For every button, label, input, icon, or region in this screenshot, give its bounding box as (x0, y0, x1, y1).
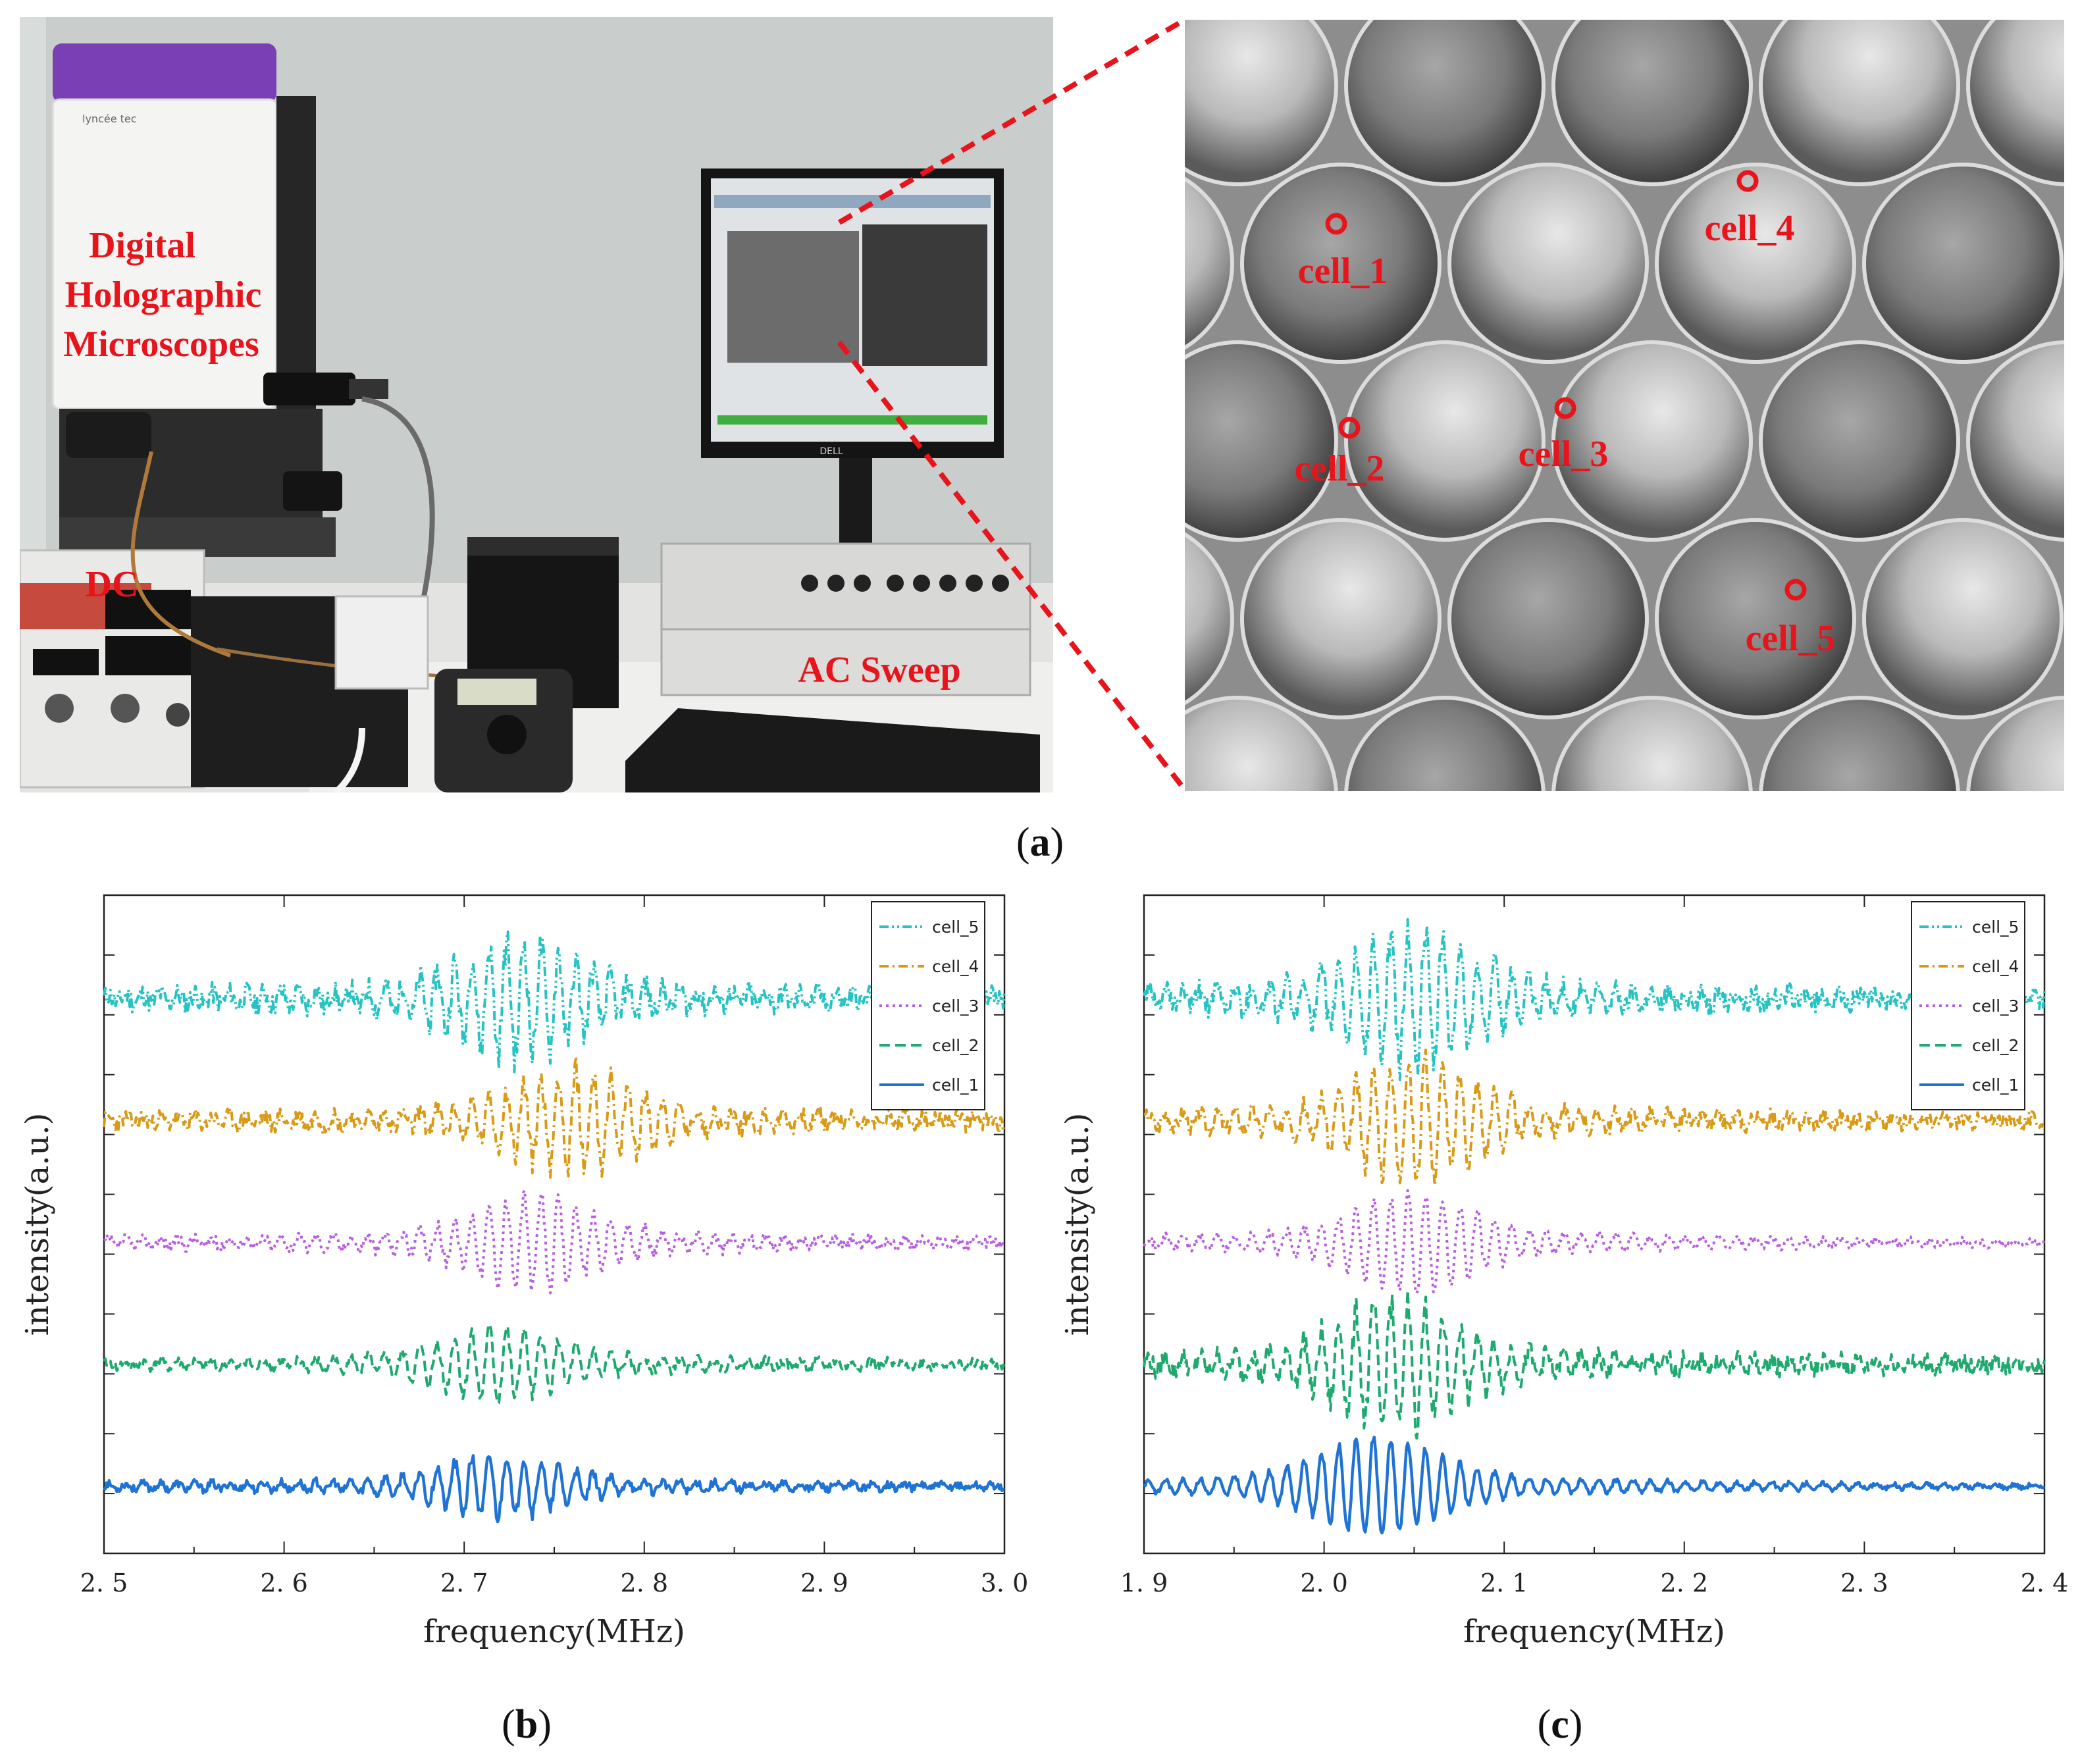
x-tick-label: 2. 7 (440, 1569, 488, 1597)
lab-setup-illustration: lyncée tec (20, 17, 1053, 792)
phase-cell (1185, 532, 1234, 706)
phase-cell (1447, 518, 1649, 719)
series-line-cell_3 (103, 1189, 1006, 1295)
x-tick-label: 2. 2 (1661, 1569, 1709, 1597)
label-microscope-line2: Holographic (65, 274, 262, 315)
phase-image: cell_1 cell_2 cell_3 cell_4 cell_5 (1185, 20, 2064, 791)
x-axis-label: frequency(MHz) (423, 1613, 685, 1650)
caption-b: (b) (502, 1702, 552, 1747)
x-tick-label: 2. 3 (1840, 1569, 1888, 1597)
y-axis-label: intensity(a.u.) (19, 1113, 56, 1336)
phase-cell (1759, 696, 1960, 791)
phase-cell (1240, 163, 1442, 364)
phase-cell (1185, 20, 1338, 186)
legend-label-cell_1: cell_1 (932, 1076, 979, 1095)
chart-b: 2. 5 2. 6 2. 7 2. 8 2. 9 3. 0 frequency(MHz) in… (0, 882, 1040, 1659)
series-line-cell_4 (103, 1055, 1006, 1179)
legend-label-cell_3: cell_3 (932, 997, 979, 1016)
caption-a: (a) (1016, 820, 1064, 865)
x-tick-label: 2. 6 (260, 1569, 308, 1597)
legend-label-cell_2: cell_2 (932, 1036, 979, 1055)
phase-cell (1655, 518, 1856, 719)
phase-cell (1966, 340, 2064, 542)
legend-box (871, 901, 985, 1110)
phase-cell (1344, 696, 1546, 791)
phase-cell (1185, 176, 1234, 350)
x-tick-label: 2. 4 (2021, 1569, 2069, 1597)
series-line-cell_5 (1143, 918, 2046, 1081)
legend-label-cell_2: cell_2 (1972, 1036, 2019, 1055)
phase-cell (1966, 696, 2064, 791)
legend-label-cell_1: cell_1 (1972, 1076, 2019, 1095)
phase-cell (1240, 518, 1442, 719)
x-tick-label: 2. 0 (1300, 1569, 1348, 1597)
legend-label-cell_4: cell_4 (1972, 957, 2019, 976)
phase-cell (1759, 340, 1960, 542)
lab-setup-photo: lyncée tec (20, 17, 1053, 792)
phase-cell (1551, 340, 1753, 542)
legend-box (1911, 901, 2025, 1110)
microscope-device: lyncée tec (51, 43, 388, 557)
marker-label-cell3: cell_3 (1519, 434, 1609, 475)
phase-cell (1862, 163, 2064, 364)
dc-power-supply (20, 549, 205, 789)
phase-cell (1447, 163, 1649, 364)
svg-text:lyncée tec: lyncée tec (82, 113, 137, 125)
label-microscope-line1: Digital (89, 225, 195, 266)
caption-c: (c) (1537, 1702, 1583, 1747)
phase-image-illustration: cell_1 cell_2 cell_3 cell_4 cell_5 (1185, 20, 2064, 791)
phase-cell (1655, 163, 1856, 364)
phase-cell (1344, 20, 1546, 186)
phase-cell (1344, 340, 1546, 542)
series-line-cell_2 (1143, 1289, 2046, 1440)
x-tick-label: 2. 5 (80, 1569, 128, 1597)
marker-label-cell2: cell_2 (1295, 448, 1385, 489)
label-ac-sweep: AC Sweep (798, 650, 960, 690)
marker-label-cell1: cell_1 (1298, 251, 1388, 292)
phase-cell (1185, 340, 1338, 542)
x-axis-label: frequency(MHz) (1463, 1613, 1725, 1650)
phase-cell (1551, 696, 1753, 791)
phase-cell (1966, 20, 2064, 186)
legend-label-cell_3: cell_3 (1972, 997, 2019, 1016)
series-line-cell_3 (1143, 1189, 2046, 1295)
legend-label-cell_4: cell_4 (932, 957, 979, 976)
series-line-cell_1 (1143, 1436, 2045, 1535)
x-tick-label: 2. 8 (621, 1569, 669, 1597)
phase-cell (1185, 696, 1338, 791)
x-tick-label: 3. 0 (981, 1569, 1029, 1597)
series-line-cell_1 (103, 1454, 1005, 1524)
x-tick-label: 1. 9 (1120, 1569, 1168, 1597)
svg-text:DELL: DELL (819, 446, 843, 457)
phase-cell (1759, 20, 1960, 186)
phase-cell (1862, 518, 2064, 719)
legend-label-cell_5: cell_5 (1972, 918, 2019, 937)
series-line-cell_4 (1143, 1049, 2045, 1187)
legend-label-cell_5: cell_5 (932, 918, 979, 937)
y-axis-label: intensity(a.u.) (1059, 1113, 1096, 1336)
marker-label-cell5: cell_5 (1746, 618, 1836, 659)
label-dc: DC (86, 564, 139, 605)
series-line-cell_5 (103, 930, 1006, 1074)
series-line-cell_2 (103, 1322, 1006, 1405)
x-tick-label: 2. 9 (800, 1569, 848, 1597)
x-tick-label: 2. 1 (1480, 1569, 1528, 1597)
label-microscope-line3: Microscopes (63, 324, 259, 365)
phase-cell (1551, 20, 1753, 186)
chart-c: 1. 9 2. 0 2. 1 2. 2 2. 3 2. 4 frequency(MHz) in… (1040, 882, 2080, 1659)
marker-label-cell4: cell_4 (1705, 208, 1795, 249)
